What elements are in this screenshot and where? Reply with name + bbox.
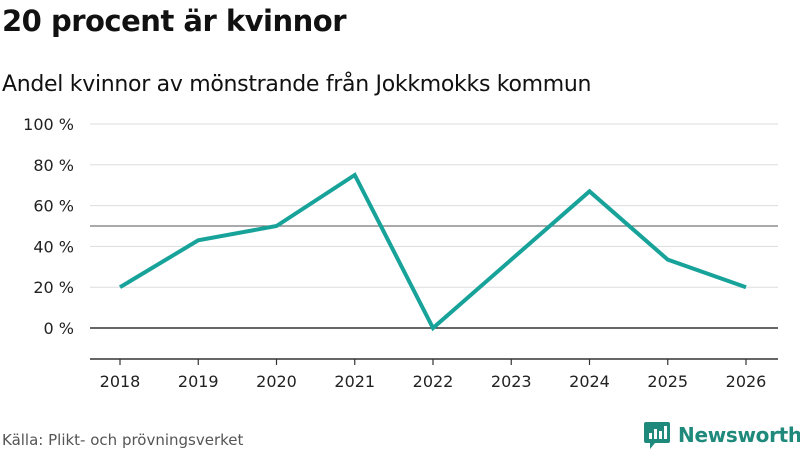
x-tick-label: 2019	[178, 372, 219, 391]
x-axis	[90, 358, 778, 365]
x-tick-label: 2023	[491, 372, 532, 391]
y-tick-label: 40 %	[33, 237, 74, 256]
y-tick-label: 60 %	[33, 197, 74, 216]
x-tick-label: 2025	[647, 372, 688, 391]
chart-subtitle: Andel kvinnor av mönstrande från Jokkmok…	[2, 72, 592, 97]
y-tick-label: 80 %	[33, 156, 74, 175]
brand-name: Newsworthy	[678, 423, 800, 447]
x-tick-label: 2022	[413, 372, 454, 391]
y-axis-labels: 0 % 20 % 40 % 60 % 80 % 100 %	[23, 115, 74, 338]
x-tick-label: 2024	[569, 372, 610, 391]
x-tick-label: 2020	[256, 372, 297, 391]
series-line	[118, 172, 747, 332]
x-tick-label: 2018	[100, 372, 141, 391]
brand-logo: Newsworthy	[643, 420, 800, 450]
y-tick-label: 20 %	[33, 278, 74, 297]
source-note: Källa: Plikt- och prövningsverket	[2, 431, 244, 449]
chart-title: 20 procent är kvinnor	[2, 4, 347, 38]
x-tick-label: 2026	[726, 372, 767, 391]
y-tick-label: 100 %	[23, 115, 74, 134]
x-tick-label: 2021	[334, 372, 375, 391]
y-tick-label: 0 %	[44, 319, 74, 338]
series-layer	[118, 172, 747, 332]
x-axis-labels: 2018 2019 2020 2021 2022 2023 2024 2025 2026	[100, 372, 767, 391]
newsworthy-icon	[644, 422, 670, 449]
